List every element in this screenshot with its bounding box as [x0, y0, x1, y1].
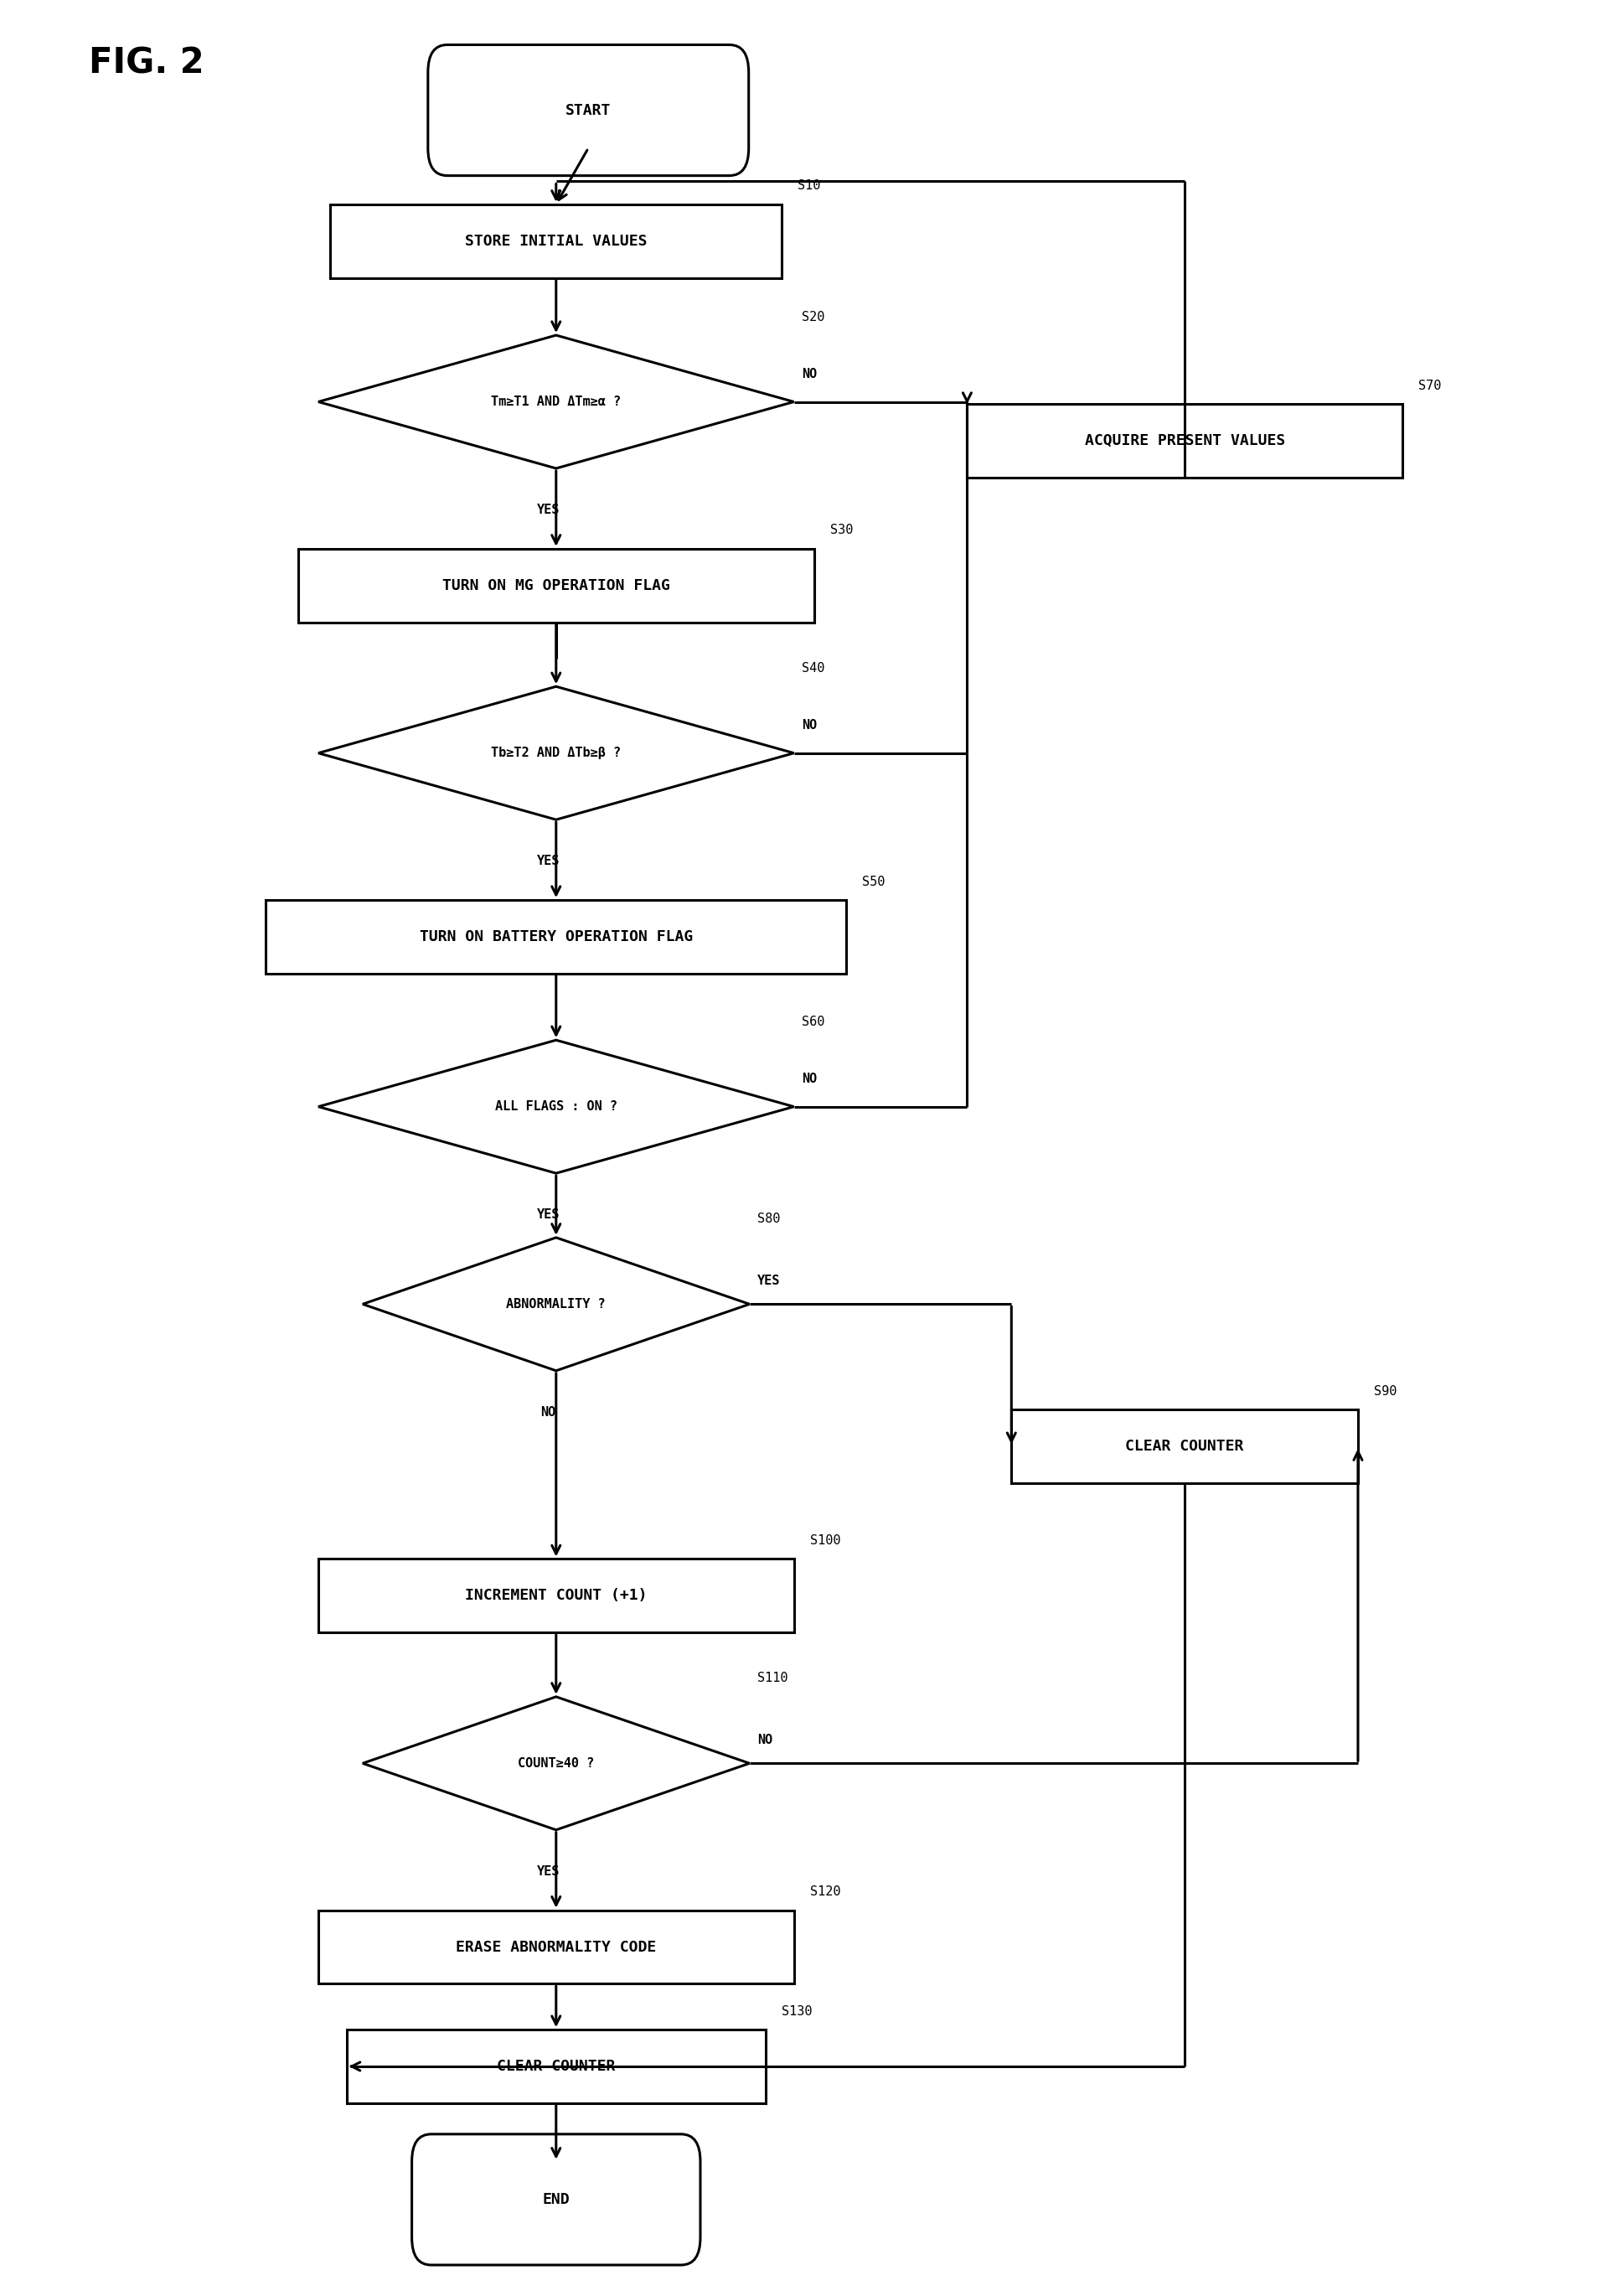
Text: FIG. 2: FIG. 2: [89, 46, 205, 80]
Bar: [967, 404, 1402, 478]
Text: CLEAR COUNTER: CLEAR COUNTER: [1124, 1440, 1244, 1453]
Text: TURN ON BATTERY OPERATION FLAG: TURN ON BATTERY OPERATION FLAG: [419, 930, 693, 944]
Text: NO: NO: [801, 367, 817, 381]
Polygon shape: [362, 1697, 749, 1830]
Bar: [346, 2030, 765, 2103]
Text: S70: S70: [1418, 379, 1440, 393]
Text: YES: YES: [536, 854, 559, 868]
Text: INCREMENT COUNT (+1): INCREMENT COUNT (+1): [464, 1589, 648, 1603]
Bar: [317, 1559, 793, 1632]
Text: Tm≥T1 AND ΔTm≥α ?: Tm≥T1 AND ΔTm≥α ?: [491, 395, 620, 409]
Text: COUNT≥40 ?: COUNT≥40 ?: [517, 1756, 594, 1770]
Text: S110: S110: [757, 1671, 788, 1685]
Text: S90: S90: [1373, 1384, 1397, 1398]
Text: YES: YES: [536, 1208, 559, 1221]
Text: ABNORMALITY ?: ABNORMALITY ?: [506, 1297, 606, 1311]
Text: YES: YES: [536, 1864, 559, 1878]
Text: ACQUIRE PRESENT VALUES: ACQUIRE PRESENT VALUES: [1084, 434, 1284, 448]
Text: S40: S40: [801, 661, 825, 675]
Text: TURN ON MG OPERATION FLAG: TURN ON MG OPERATION FLAG: [441, 579, 670, 592]
Text: YES: YES: [536, 503, 559, 517]
Bar: [298, 549, 814, 622]
Text: S120: S120: [809, 1885, 839, 1899]
Text: START: START: [565, 103, 611, 117]
Text: S30: S30: [830, 523, 852, 537]
Polygon shape: [317, 335, 793, 468]
Bar: [1010, 1410, 1356, 1483]
FancyBboxPatch shape: [427, 44, 748, 177]
Text: S50: S50: [862, 875, 884, 889]
Text: ALL FLAGS : ON ?: ALL FLAGS : ON ?: [495, 1100, 617, 1114]
Bar: [317, 1910, 793, 1984]
Text: NO: NO: [801, 1072, 817, 1086]
Bar: [330, 204, 781, 278]
Text: S60: S60: [801, 1015, 825, 1029]
Text: S80: S80: [757, 1212, 780, 1226]
Text: NO: NO: [757, 1733, 772, 1747]
Text: STORE INITIAL VALUES: STORE INITIAL VALUES: [464, 234, 648, 248]
Text: YES: YES: [757, 1274, 780, 1288]
Text: S20: S20: [801, 310, 825, 324]
Polygon shape: [317, 687, 793, 820]
Text: NO: NO: [801, 719, 817, 732]
Text: ERASE ABNORMALITY CODE: ERASE ABNORMALITY CODE: [456, 1940, 656, 1954]
Text: END: END: [543, 2193, 569, 2206]
FancyBboxPatch shape: [411, 2135, 699, 2264]
Text: S10: S10: [797, 179, 820, 193]
Text: S130: S130: [781, 2004, 812, 2018]
Polygon shape: [317, 1040, 793, 1173]
Text: CLEAR COUNTER: CLEAR COUNTER: [496, 2060, 615, 2073]
Text: Tb≥T2 AND ΔTb≥β ?: Tb≥T2 AND ΔTb≥β ?: [491, 746, 620, 760]
Bar: [266, 900, 846, 974]
Text: S100: S100: [809, 1534, 839, 1548]
Text: NO: NO: [540, 1405, 556, 1419]
Polygon shape: [362, 1238, 749, 1371]
